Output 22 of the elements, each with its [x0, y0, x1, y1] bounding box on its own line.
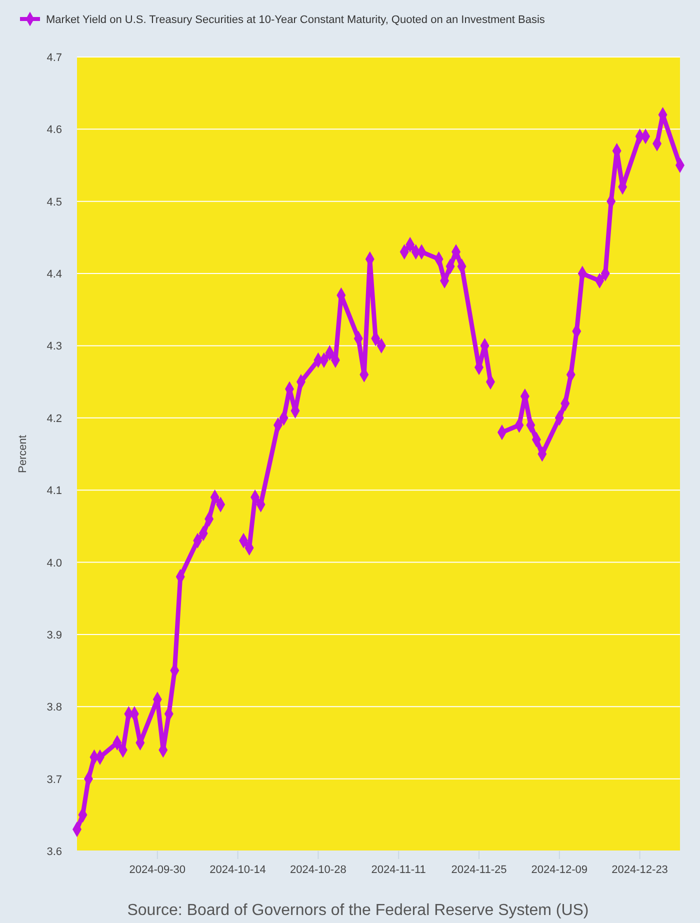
x-tick-label: 2024-12-09 [531, 864, 588, 876]
y-tick-label: 4.5 [46, 196, 62, 208]
source-note: Source: Board of Governors of the Federal Reserve System (US) [127, 902, 589, 919]
x-tick-label: 2024-09-30 [129, 864, 186, 876]
y-tick-label: 4.6 [46, 124, 62, 136]
x-tick-label: 2024-10-14 [210, 864, 266, 876]
x-tick-label: 2024-11-11 [371, 864, 426, 876]
x-tick-label: 2024-11-25 [451, 864, 507, 876]
x-tick-label: 2024-12-23 [612, 864, 668, 876]
y-tick-label: 4.7 [46, 52, 62, 64]
x-tick-label: 2024-10-28 [290, 864, 346, 876]
y-tick-label: 4.3 [46, 340, 62, 353]
y-tick-label: 4.1 [46, 485, 62, 498]
legend-label: Market Yield on U.S. Treasury Securities at 10-Year Constant Maturity, Quoted on an Investment Basis [46, 14, 546, 26]
y-axis-title: Percent [17, 435, 29, 473]
y-tick-label: 3.6 [46, 846, 62, 858]
y-tick-label: 3.8 [46, 702, 62, 714]
y-tick-label: 4.0 [46, 557, 62, 570]
y-tick-label: 4.4 [46, 268, 62, 281]
y-tick-label: 3.9 [46, 629, 62, 642]
y-tick-label: 4.2 [46, 412, 62, 425]
y-tick-label: 3.7 [46, 774, 62, 786]
